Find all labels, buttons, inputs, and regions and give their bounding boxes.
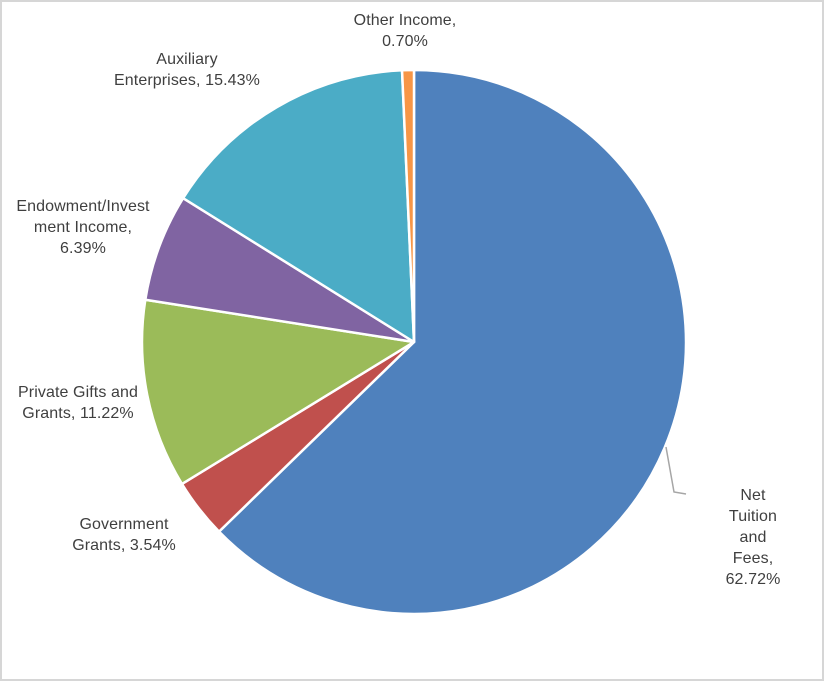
pie-slice-net-tuition-and-fees[interactable] xyxy=(217,68,688,616)
label-net-tuition-and-fees: Net Tuition and Fees, 62.72% xyxy=(725,487,781,588)
pie-slice-auxiliary-enterprises[interactable] xyxy=(181,69,416,344)
label-other-income: Other Income, 0.70% xyxy=(353,12,457,50)
label-auxiliary-enterprises: Auxiliary Enterprises, 15.43% xyxy=(114,51,260,89)
pie-slices xyxy=(140,68,688,616)
label-government-grants: Government Grants, 3.54% xyxy=(72,516,176,554)
pie-slice-private-gifts-and-grants[interactable] xyxy=(140,298,416,486)
label-private-gifts-and-grants: Private Gifts and Grants, 11.22% xyxy=(18,384,138,422)
leader-line-net-tuition xyxy=(665,446,687,495)
pie-slice-other-income[interactable] xyxy=(400,68,416,344)
label-endowment-investment-income: Endowment/Invest ment Income, 6.39% xyxy=(16,198,150,257)
